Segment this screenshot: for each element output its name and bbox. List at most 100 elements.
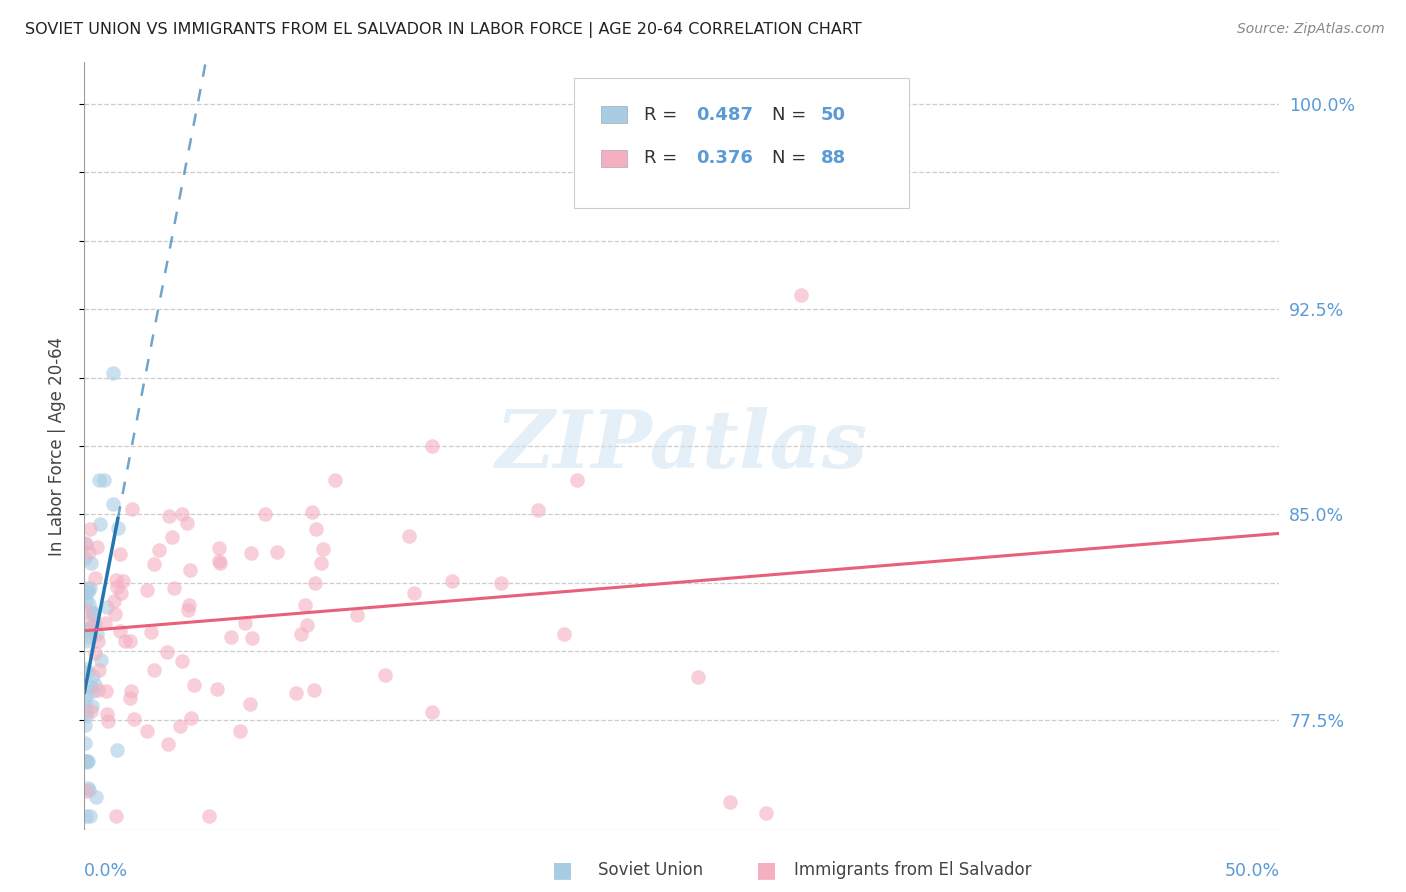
Point	[233, 615, 256, 630]
Point	[73, 736, 96, 750]
Point	[159, 508, 181, 523]
Text: R =: R =	[644, 149, 683, 168]
Point	[87, 473, 110, 487]
Point	[240, 632, 263, 646]
Point	[82, 607, 104, 621]
Point	[104, 809, 127, 823]
Text: 0.0%: 0.0%	[84, 863, 128, 880]
Point	[96, 600, 118, 615]
Point	[80, 681, 103, 695]
Point	[76, 780, 98, 795]
Point	[121, 501, 143, 516]
Point	[285, 686, 308, 700]
Point	[323, 474, 346, 488]
Point	[82, 669, 104, 683]
Point	[79, 522, 101, 536]
Point	[567, 473, 589, 487]
Point	[75, 634, 97, 648]
Point	[718, 795, 741, 809]
Point	[76, 582, 98, 596]
Text: 50: 50	[821, 105, 845, 124]
Point	[86, 540, 108, 554]
Point	[86, 627, 108, 641]
Point	[309, 556, 332, 570]
Point	[142, 558, 165, 572]
Point	[75, 708, 97, 723]
Y-axis label: In Labor Force | Age 20-64: In Labor Force | Age 20-64	[48, 336, 66, 556]
Point	[122, 712, 145, 726]
FancyBboxPatch shape	[600, 106, 627, 123]
Point	[80, 615, 103, 630]
Point	[114, 633, 136, 648]
Point	[89, 517, 111, 532]
Point	[80, 556, 103, 570]
Point	[103, 594, 125, 608]
Point	[266, 544, 288, 558]
Text: N =: N =	[772, 105, 811, 124]
Point	[84, 790, 107, 805]
Text: ■: ■	[756, 860, 776, 880]
Point	[77, 544, 100, 558]
Point	[398, 529, 420, 543]
Text: N =: N =	[772, 149, 811, 168]
Point	[172, 507, 194, 521]
Point	[75, 809, 97, 823]
Point	[105, 743, 128, 757]
Point	[295, 618, 318, 632]
Point	[229, 724, 252, 739]
Point	[162, 530, 184, 544]
Point	[302, 682, 325, 697]
Point	[374, 668, 396, 682]
Point	[77, 585, 100, 599]
Point	[489, 576, 512, 591]
FancyBboxPatch shape	[600, 150, 627, 167]
Point	[73, 695, 96, 709]
Text: 50.0%: 50.0%	[1225, 863, 1279, 880]
Point	[441, 574, 464, 588]
Point	[73, 662, 96, 676]
Point	[79, 581, 101, 595]
Point	[402, 586, 425, 600]
Point	[93, 473, 115, 487]
Point	[108, 624, 131, 638]
Point	[294, 598, 316, 612]
Point	[219, 631, 242, 645]
Text: 0.376: 0.376	[696, 149, 754, 168]
Point	[79, 809, 101, 823]
Point	[80, 620, 103, 634]
Text: Soviet Union: Soviet Union	[598, 861, 703, 879]
Point	[177, 603, 200, 617]
Point	[75, 704, 97, 718]
Point	[77, 782, 100, 797]
Point	[111, 574, 134, 588]
Point	[82, 607, 104, 622]
Point	[179, 599, 201, 613]
Point	[73, 755, 96, 769]
Point	[84, 646, 107, 660]
Point	[82, 684, 104, 698]
Point	[76, 689, 98, 703]
Point	[84, 571, 107, 585]
Point	[97, 714, 120, 729]
Text: SOVIET UNION VS IMMIGRANTS FROM EL SALVADOR IN LABOR FORCE | AGE 20-64 CORRELATI: SOVIET UNION VS IMMIGRANTS FROM EL SALVA…	[25, 22, 862, 38]
Point	[290, 626, 312, 640]
Point	[96, 707, 118, 722]
Text: Source: ZipAtlas.com: Source: ZipAtlas.com	[1237, 22, 1385, 37]
Point	[76, 665, 98, 680]
Point	[207, 682, 229, 697]
Point	[156, 737, 179, 751]
Point	[75, 584, 97, 599]
Point	[83, 678, 105, 692]
Point	[156, 645, 179, 659]
Point	[312, 541, 335, 556]
Point	[80, 620, 103, 634]
Point	[105, 580, 128, 594]
Point	[79, 705, 101, 719]
Point	[346, 608, 368, 623]
Point	[176, 516, 198, 531]
Point	[75, 754, 97, 768]
Point	[304, 576, 326, 591]
Point	[143, 663, 166, 677]
Point	[76, 755, 98, 769]
Point	[169, 719, 191, 733]
